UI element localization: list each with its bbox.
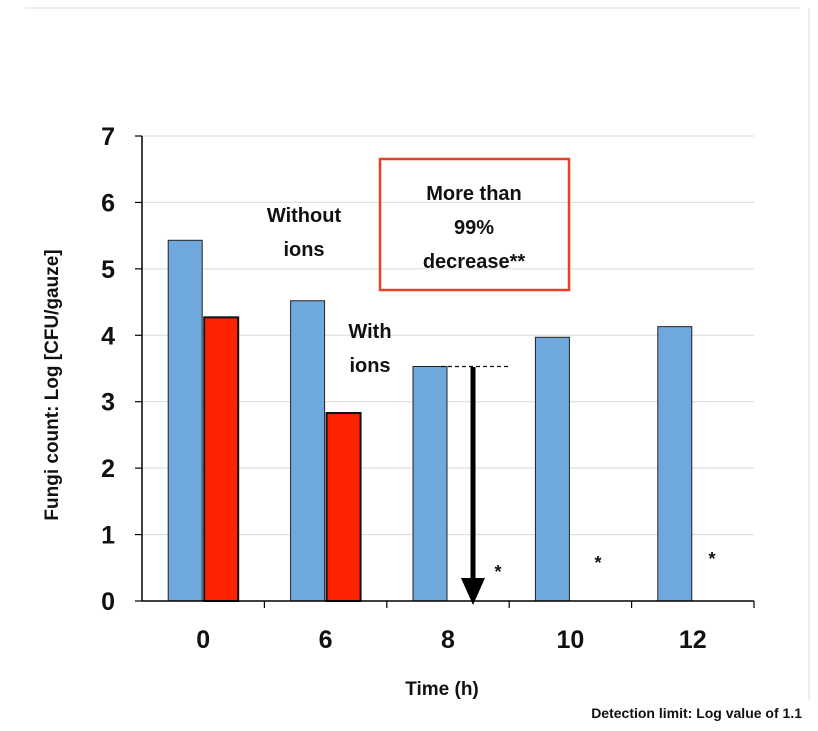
- below-detection-star-8h: *: [494, 562, 501, 582]
- bar-without-ions-10h: [534, 336, 570, 602]
- decrease-arrow-head: [461, 578, 485, 605]
- axes: [135, 135, 755, 608]
- below-detection-star-10h: *: [594, 553, 601, 573]
- series2-label-line1: With: [348, 321, 391, 343]
- y-tick-label: 2: [101, 455, 115, 483]
- bar-without-ions-0h: [167, 239, 203, 602]
- bar-without-ions-6h: [290, 300, 326, 602]
- bar-without-ions-12h: [657, 326, 693, 602]
- callout-line3: decrease**: [423, 251, 526, 273]
- series1-label-line1: Without: [267, 205, 342, 227]
- y-tick-label: 0: [101, 588, 115, 616]
- detection-limit-note: Detection limit: Log value of 1.1: [591, 705, 802, 721]
- y-tick-label: 7: [101, 123, 115, 151]
- below-detection-star-12h: *: [708, 549, 715, 569]
- bar-with-ions-6h: [325, 412, 362, 602]
- x-tick-label: 12: [679, 626, 707, 654]
- x-tick-label: 10: [556, 626, 584, 654]
- y-tick-label: 1: [101, 522, 115, 550]
- y-tick-label: 4: [101, 322, 115, 350]
- x-tick-label: 6: [319, 626, 333, 654]
- gridlines: [142, 135, 754, 536]
- series2-label-line2: ions: [349, 355, 390, 377]
- y-tick-label: 3: [101, 389, 115, 417]
- x-tick-label: 8: [441, 626, 455, 654]
- bars: [167, 239, 693, 602]
- bar-with-ions-0h: [203, 316, 240, 602]
- callout-line2: 99%: [454, 217, 494, 239]
- y-tick-label: 6: [101, 189, 115, 217]
- series1-label-line2: ions: [283, 239, 324, 261]
- bar-without-ions-8h: [412, 366, 448, 602]
- x-tick-label: 0: [196, 626, 210, 654]
- callout-line1: More than: [426, 183, 522, 205]
- x-axis-title: Time (h): [405, 679, 479, 700]
- decrease-callout-box: [378, 157, 571, 292]
- y-axis-title: Fungi count: Log [CFU/gauze]: [42, 249, 63, 520]
- y-tick-label: 5: [101, 256, 115, 284]
